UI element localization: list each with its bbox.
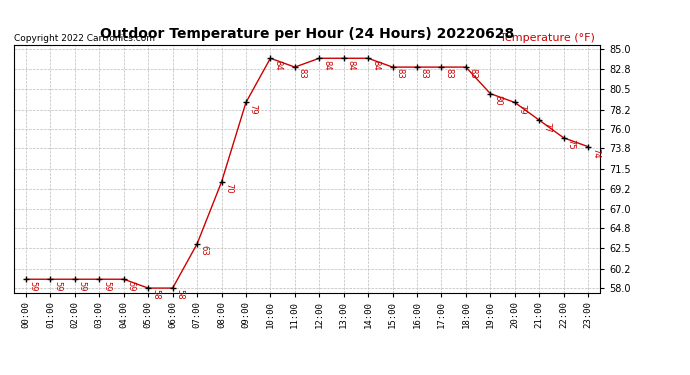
Text: Temperature (°F): Temperature (°F) bbox=[500, 33, 594, 42]
Text: 75: 75 bbox=[566, 139, 575, 150]
Text: 74: 74 bbox=[591, 148, 600, 159]
Text: 58: 58 bbox=[151, 290, 160, 300]
Text: 58: 58 bbox=[175, 290, 184, 300]
Title: Outdoor Temperature per Hour (24 Hours) 20220628: Outdoor Temperature per Hour (24 Hours) … bbox=[100, 27, 514, 41]
Text: 59: 59 bbox=[53, 280, 62, 291]
Text: 59: 59 bbox=[78, 280, 87, 291]
Text: 63: 63 bbox=[200, 245, 209, 256]
Text: 84: 84 bbox=[371, 60, 380, 70]
Text: 83: 83 bbox=[444, 69, 453, 79]
Text: 59: 59 bbox=[29, 280, 38, 291]
Text: 59: 59 bbox=[102, 280, 111, 291]
Text: 79: 79 bbox=[248, 104, 258, 114]
Text: 59: 59 bbox=[126, 280, 135, 291]
Text: 70: 70 bbox=[224, 183, 233, 194]
Text: 79: 79 bbox=[518, 104, 526, 114]
Text: 84: 84 bbox=[322, 60, 331, 70]
Text: 84: 84 bbox=[346, 60, 355, 70]
Text: 83: 83 bbox=[420, 69, 428, 79]
Text: 83: 83 bbox=[297, 69, 306, 79]
Text: 84: 84 bbox=[273, 60, 282, 70]
Text: Copyright 2022 Cartronics.com: Copyright 2022 Cartronics.com bbox=[14, 33, 155, 42]
Text: 83: 83 bbox=[469, 69, 477, 79]
Text: 80: 80 bbox=[493, 95, 502, 106]
Text: 83: 83 bbox=[395, 69, 404, 79]
Text: 77: 77 bbox=[542, 122, 551, 132]
